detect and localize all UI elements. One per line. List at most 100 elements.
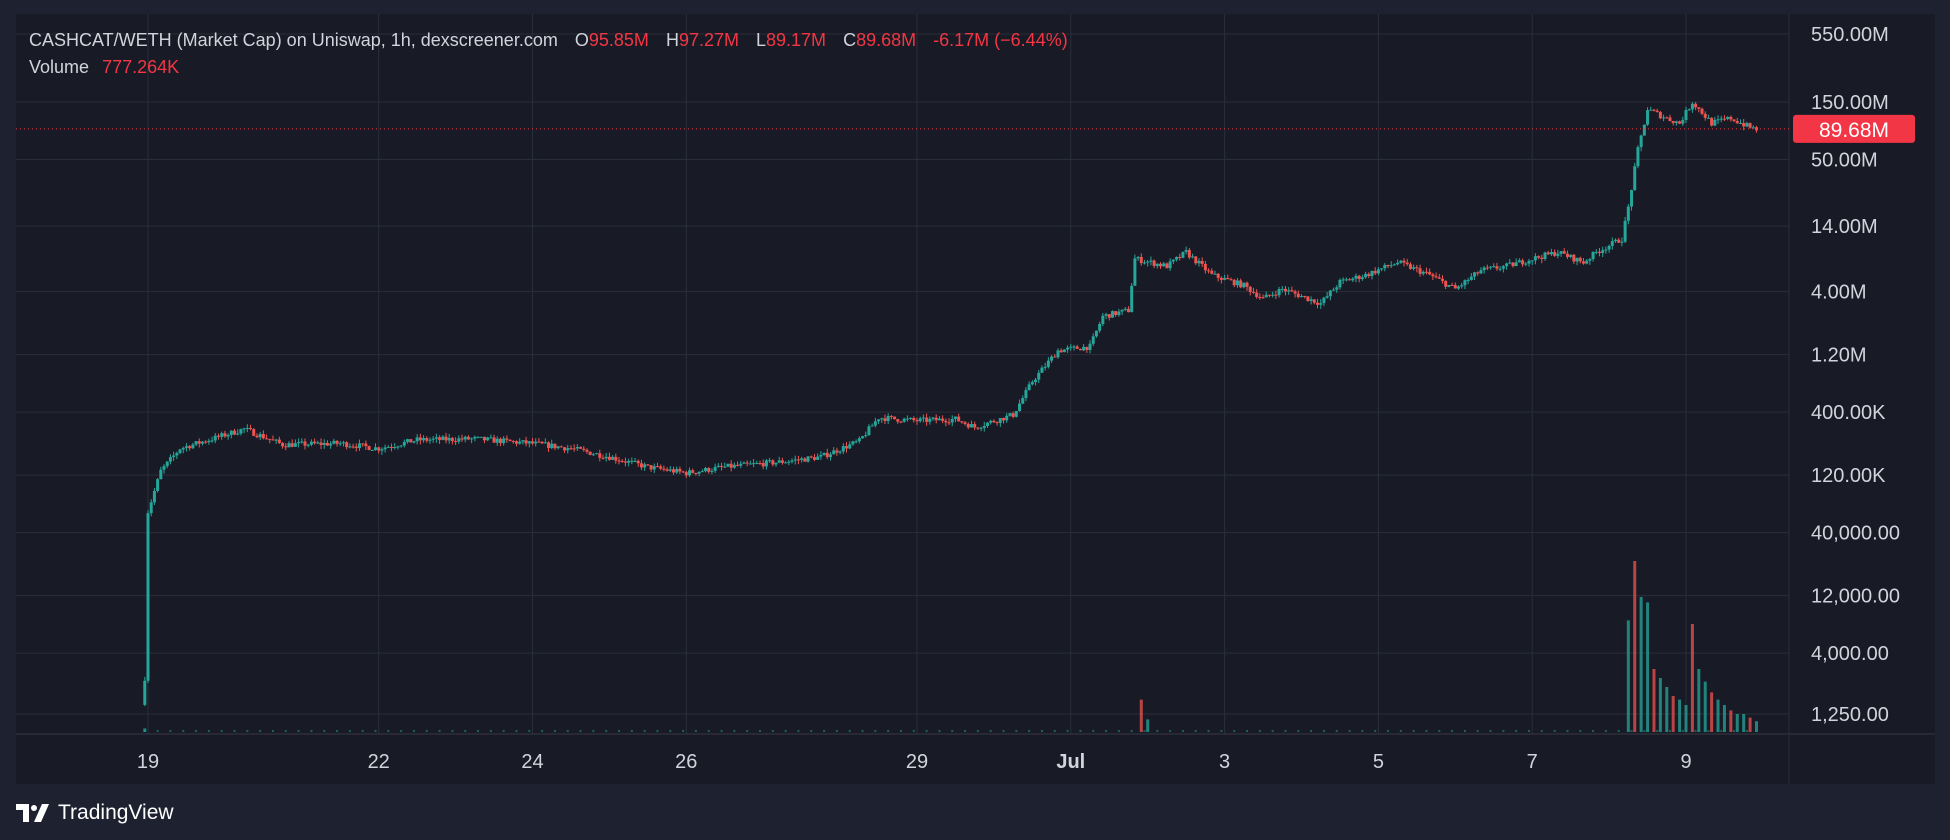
candle-body	[1296, 293, 1300, 298]
volume-bar	[1665, 687, 1669, 732]
volume-tick	[1502, 730, 1505, 732]
volume-tick	[1258, 730, 1261, 732]
candle-body	[213, 435, 217, 441]
volume-tick	[1566, 730, 1569, 732]
candle-body	[188, 446, 192, 449]
candle-body	[857, 438, 861, 442]
candle-body	[569, 448, 573, 450]
volume-tick	[169, 730, 172, 732]
volume-tick	[1322, 730, 1325, 732]
candle-body	[710, 470, 714, 472]
time-axis-label: Jul	[1056, 751, 1085, 773]
volume-tick	[1220, 730, 1223, 732]
candle-body	[165, 461, 169, 467]
open-value: 95.85M	[588, 30, 649, 50]
candle-body	[761, 463, 765, 467]
candle-body	[1335, 287, 1339, 290]
candle-body	[1617, 239, 1621, 243]
time-axis-label: 29	[906, 751, 928, 773]
candle-body	[1360, 277, 1364, 280]
chart-plot-area[interactable]	[16, 14, 1935, 784]
volume-tick	[361, 730, 364, 732]
candle-body	[941, 418, 945, 421]
candle-body	[425, 438, 429, 441]
candle-body	[1559, 251, 1563, 254]
candle-body	[319, 442, 323, 445]
candle-body	[771, 460, 775, 465]
candle-body	[633, 460, 637, 462]
volume-tick	[566, 730, 569, 732]
candle-body	[796, 459, 800, 461]
candle-body	[486, 437, 490, 441]
candle-body	[630, 460, 634, 462]
candle-body	[1492, 266, 1496, 268]
volume-tick	[1681, 730, 1684, 732]
candle-body	[595, 453, 599, 455]
candle-body	[297, 441, 301, 444]
candle-body	[1639, 135, 1643, 148]
volume-bar	[1684, 705, 1688, 732]
candle-body	[210, 440, 214, 442]
candle-body	[652, 466, 656, 470]
candle-body	[1674, 121, 1678, 124]
candle-body	[1274, 294, 1278, 296]
candle-body	[1630, 190, 1634, 207]
volume-tick	[1412, 730, 1415, 732]
candle-body	[1191, 256, 1195, 258]
candle-body	[1264, 294, 1268, 298]
candle-body	[1271, 294, 1275, 296]
candle-body	[828, 454, 832, 458]
change-value: -6.17M (−6.44%)	[933, 30, 1068, 50]
volume-tick	[348, 730, 351, 732]
candle-body	[1671, 120, 1675, 124]
volume-tick	[1207, 730, 1210, 732]
candle-body	[1668, 117, 1672, 121]
candle-body	[1242, 282, 1246, 288]
candle-body	[527, 441, 531, 444]
candle-body	[854, 441, 858, 443]
candle-body	[489, 437, 493, 439]
candle-body	[460, 438, 464, 440]
candle-body	[1075, 346, 1079, 349]
volume-tick	[810, 730, 813, 732]
volume-tick	[861, 730, 864, 732]
candle-body	[559, 446, 563, 448]
volume-tick	[400, 730, 403, 732]
volume-tick	[374, 730, 377, 732]
candle-body	[274, 439, 278, 441]
candle-body	[1085, 346, 1089, 350]
candle-body	[313, 441, 317, 444]
candle-body	[883, 418, 887, 422]
candle-body	[1450, 285, 1454, 287]
candle-body	[178, 449, 182, 453]
candle-body	[1713, 119, 1717, 126]
candle-body	[396, 446, 400, 448]
candle-body	[1392, 264, 1396, 266]
candle-body	[1110, 311, 1114, 318]
candle-body	[1091, 336, 1095, 344]
volume-tick	[887, 730, 890, 732]
candlestick-chart[interactable]: 550.00M 150.00M 50.00M 14.00M 4.00M 1.20M 400.…	[16, 14, 1935, 784]
candle-body	[1159, 263, 1163, 267]
candle-body	[639, 463, 643, 468]
candle-body	[739, 463, 743, 466]
candle-body	[957, 416, 961, 422]
candle-body	[1415, 267, 1419, 269]
candle-body	[572, 448, 576, 450]
volume-bar	[1626, 620, 1630, 732]
candle-body	[216, 435, 220, 437]
candle-body	[1139, 257, 1143, 264]
pair-title: CASHCAT/WETH (Market Cap) on Uniswap, 1h…	[29, 30, 558, 50]
candle-body	[928, 418, 932, 422]
candle-body	[1678, 121, 1682, 124]
candle-body	[1059, 350, 1063, 353]
candle-body	[607, 456, 611, 460]
volume-tick	[387, 730, 390, 732]
tradingview-logo[interactable]: TradingView	[16, 800, 174, 826]
volume-value: 777.264K	[102, 57, 180, 77]
candle-body	[258, 434, 262, 438]
candle-body	[383, 447, 387, 450]
volume-tick	[220, 730, 223, 732]
candle-body	[428, 439, 432, 441]
candle-body	[1437, 277, 1441, 279]
